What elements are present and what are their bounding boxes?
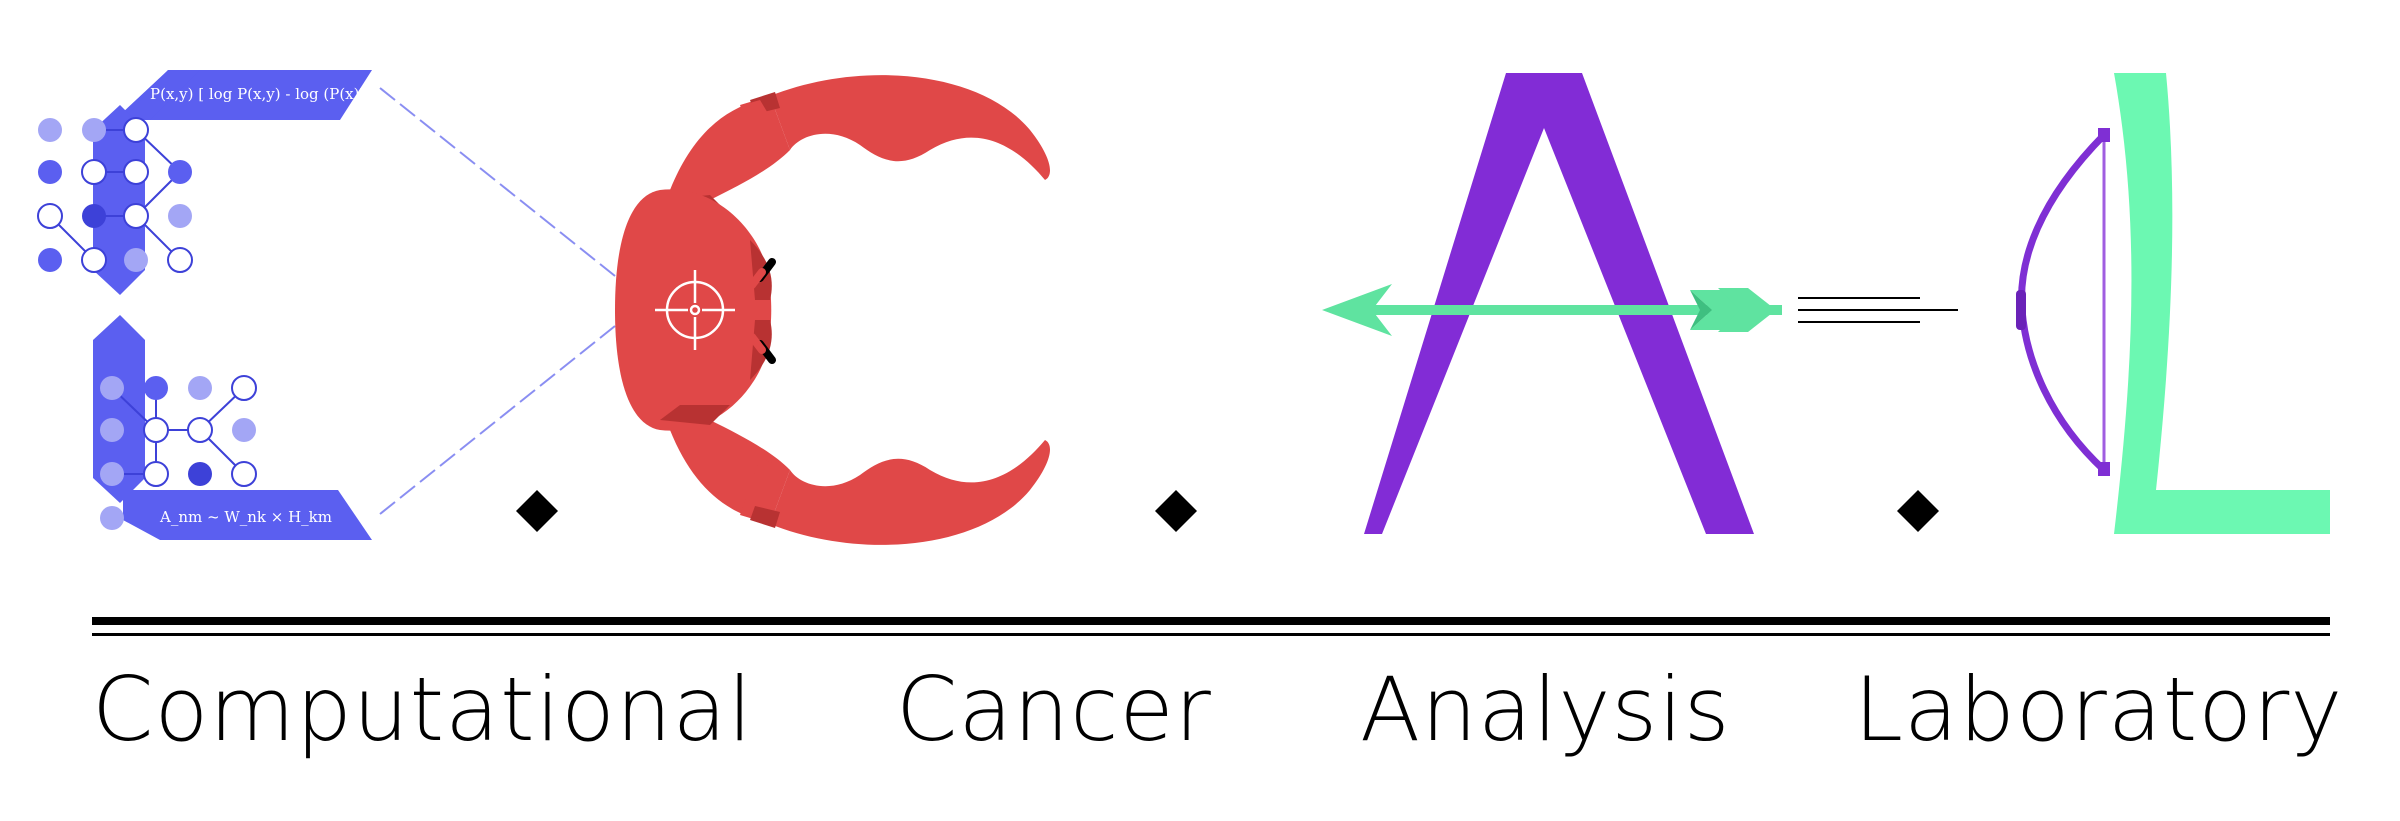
crab-claw-letter-c <box>615 75 1050 545</box>
bow-icon <box>2016 128 2110 476</box>
letter-a <box>1364 73 1754 534</box>
network-bar-top <box>93 105 145 295</box>
word-analysis: Analysis <box>1360 658 1731 761</box>
formula-top-text: P(x,y) [ log P(x,y) - log (P(x)P(y)) ] <box>150 85 406 103</box>
letter-l <box>2114 73 2330 534</box>
formula-banner-bottom <box>123 490 372 540</box>
word-cancer: Cancer <box>896 658 1212 761</box>
separator-diamond-3 <box>1897 490 1939 532</box>
formula-bottom-text: A_nm ~ W_nk × H_km <box>159 508 332 526</box>
separator-diamond-1 <box>516 490 558 532</box>
word-computational: Computational <box>92 658 754 761</box>
crosshair-target-icon <box>655 270 735 350</box>
word-laboratory: Laboratory <box>1854 658 2344 761</box>
rule-thin <box>92 633 2330 636</box>
network-bar-bottom <box>93 315 145 503</box>
rule-thick <box>92 617 2330 625</box>
network-graph-letter-c: P(x,y) [ log P(x,y) - log (P(x)P(y)) ] A… <box>37 70 406 540</box>
scan-lines <box>379 87 616 515</box>
network-nodes-top <box>37 117 193 273</box>
arrow-icon <box>1322 284 1958 336</box>
separator-diamond-2 <box>1155 490 1197 532</box>
network-nodes-bottom <box>100 375 257 530</box>
